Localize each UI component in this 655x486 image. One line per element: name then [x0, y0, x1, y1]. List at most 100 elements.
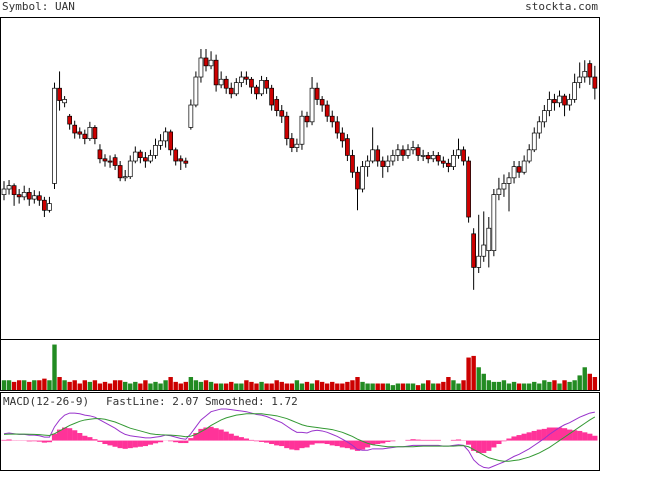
volume-bar — [62, 380, 67, 390]
volume-bar — [501, 380, 507, 390]
volume-bar — [527, 383, 532, 390]
macd-histogram-bar — [410, 439, 416, 441]
macd-histogram-bar — [223, 431, 229, 441]
macd-histogram-bar — [157, 440, 164, 443]
candle-body — [304, 115, 310, 123]
candle-body — [122, 176, 128, 179]
volume-bar — [451, 380, 456, 390]
volume-bar — [92, 380, 98, 390]
macd-histogram-bar — [319, 440, 325, 444]
macd-histogram-bar — [253, 440, 260, 442]
candle-body — [360, 166, 365, 190]
macd-histogram-bar — [541, 428, 547, 441]
macd-histogram-bar — [213, 428, 219, 441]
macd-histogram-bar — [168, 440, 174, 442]
volume-bar — [82, 380, 87, 390]
candle-body — [400, 149, 406, 156]
volume-bar — [456, 383, 461, 390]
candle-body — [557, 95, 562, 104]
candle-body — [153, 144, 158, 156]
candle-body — [188, 104, 194, 128]
macd-histogram-bar — [198, 428, 204, 441]
candle-body — [274, 99, 280, 111]
candle-body — [446, 162, 451, 167]
macd-histogram-bar — [112, 440, 118, 447]
candle-body — [72, 124, 78, 134]
symbol: Symbol: UAN — [2, 0, 75, 13]
macd-histogram-bar — [415, 439, 421, 441]
macd-histogram-bar — [46, 440, 53, 443]
candle-body — [582, 71, 588, 78]
macd-histogram-bar — [56, 429, 63, 441]
macd-histogram-bar — [97, 440, 103, 442]
candle-body — [405, 149, 411, 156]
volume-bar — [188, 377, 194, 390]
macd-histogram-bar — [6, 439, 12, 441]
macd-histogram-bar — [279, 440, 285, 447]
volume-bar — [168, 377, 173, 390]
volume-bar — [547, 381, 552, 390]
macd-histogram-bar — [309, 440, 315, 445]
macd-histogram-bar — [551, 427, 558, 441]
volume-bar — [218, 383, 224, 390]
macd-histogram-bar — [435, 439, 441, 441]
macd-histogram-bar — [92, 439, 98, 441]
volume-bar — [415, 385, 421, 390]
volume-bar — [390, 385, 396, 390]
candle-body — [309, 87, 315, 123]
candle-body — [345, 138, 350, 156]
volume-bar — [441, 381, 446, 390]
candle-body — [198, 57, 204, 78]
candle-body — [319, 99, 325, 106]
volume-bar — [244, 380, 249, 390]
labels: MACD(12-26-9) FastLine: 2.07 Smoothed: 1… — [3, 395, 298, 408]
macd-histogram-bar — [385, 440, 391, 442]
volume-bar — [123, 381, 128, 390]
macd-histogram-bar — [102, 440, 108, 445]
macd-histogram-bar — [152, 440, 159, 444]
candle-body — [62, 99, 67, 104]
volume-bar — [22, 380, 27, 390]
volume-bar — [289, 383, 295, 390]
candle-body — [476, 255, 482, 268]
candle-body — [486, 227, 492, 251]
candle-body — [208, 59, 214, 67]
volume-bar — [542, 380, 547, 390]
volume-bar — [224, 383, 229, 390]
volume-bar — [269, 383, 274, 390]
macd-histogram-bar — [87, 437, 93, 441]
candle-body — [385, 160, 391, 167]
volume-bar — [345, 381, 350, 390]
volume-bar — [516, 383, 522, 390]
volume-bar — [335, 383, 340, 390]
volume-bar — [481, 373, 486, 390]
macd-histogram-bar — [521, 433, 527, 441]
volume-bar — [587, 373, 592, 390]
candle-body — [506, 177, 512, 184]
macd-line — [3, 408, 595, 469]
macd-histogram-bar — [132, 440, 138, 448]
candle-body — [11, 185, 17, 195]
volume-bar — [107, 383, 113, 390]
candle-body — [228, 87, 234, 95]
candle-body — [375, 149, 381, 162]
macd-histogram-bar — [420, 439, 426, 441]
volume-bar — [491, 381, 497, 390]
candle-body — [117, 165, 123, 179]
macd-histogram-bar — [117, 440, 123, 449]
macd-histogram-bar — [561, 428, 568, 441]
candle-body — [526, 149, 532, 162]
macd-histogram-bar — [501, 440, 507, 442]
macd-histogram-bar — [228, 433, 234, 441]
volume-bar — [395, 383, 401, 390]
candle-body — [173, 149, 179, 162]
macd-histogram-bar — [264, 440, 270, 443]
volume-bar — [410, 383, 416, 390]
volume-panel — [0, 339, 600, 391]
volume-bar — [264, 383, 269, 390]
macd-histogram-bar — [178, 440, 184, 444]
macd-histogram-bar — [365, 440, 371, 448]
macd-histogram-bar — [173, 440, 179, 443]
macd-histogram-bar — [147, 440, 154, 445]
macd-histogram-bar — [339, 440, 345, 448]
